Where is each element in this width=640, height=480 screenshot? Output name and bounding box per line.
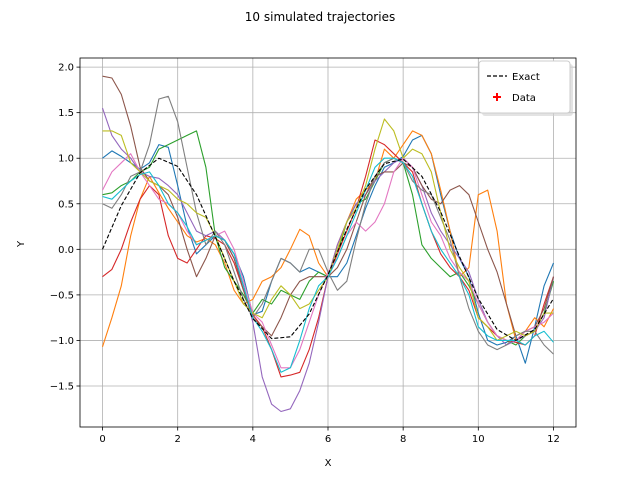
x-tick-label: 4 bbox=[250, 434, 256, 445]
axes: 0 2 4 6 8 10 12 −1.5 −1.0 −0.5 0.0 0.5 1.0 1.5 2.0 bbox=[50, 57, 577, 445]
x-axis-label: X bbox=[325, 458, 332, 469]
y-tick-label: −0.5 bbox=[50, 290, 74, 301]
x-tick-label: 10 bbox=[472, 434, 485, 445]
x-tick-label: 2 bbox=[175, 434, 181, 445]
y-tick-label: 0.0 bbox=[58, 245, 74, 256]
legend: Exact Data bbox=[478, 60, 573, 116]
x-tick-label: 8 bbox=[400, 434, 406, 445]
x-tick-label: 0 bbox=[99, 434, 105, 445]
y-axis-label: Y bbox=[16, 240, 27, 248]
y-tick-label: 2.0 bbox=[58, 63, 74, 74]
legend-data-label: Data bbox=[512, 93, 536, 104]
chart-title: 10 simulated trajectories bbox=[245, 10, 395, 24]
y-tick-label: −1.0 bbox=[50, 336, 74, 347]
series-layer bbox=[101, 75, 555, 413]
x-tick-label: 6 bbox=[325, 434, 331, 445]
legend-frame bbox=[478, 60, 571, 114]
trajectory-line-10 bbox=[102, 157, 554, 373]
y-tick-label: −1.5 bbox=[50, 382, 74, 393]
exact-line bbox=[101, 157, 554, 342]
y-tick-label: 1.0 bbox=[58, 154, 74, 165]
legend-data-plus-icon bbox=[493, 93, 501, 101]
x-tick-label: 12 bbox=[547, 434, 560, 445]
y-tick-label: 0.5 bbox=[58, 199, 74, 210]
legend-exact-label: Exact bbox=[512, 72, 540, 83]
trajectory-line-8 bbox=[102, 95, 554, 355]
y-tick-label: 1.5 bbox=[58, 108, 74, 119]
